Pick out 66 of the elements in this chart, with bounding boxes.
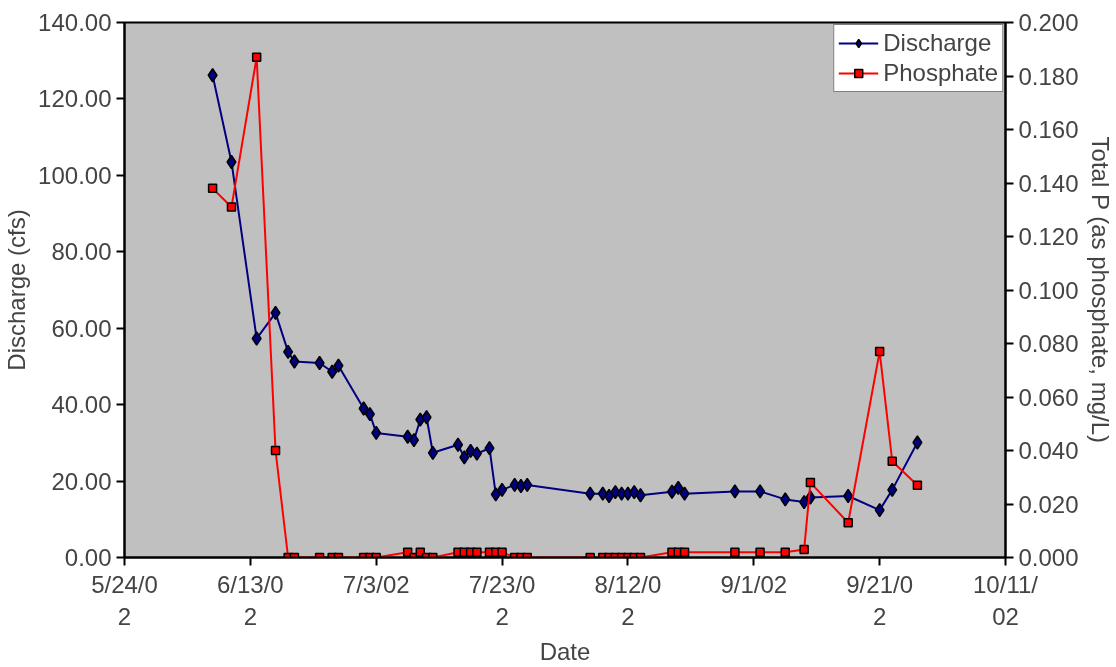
point <box>358 401 369 416</box>
point <box>805 477 816 488</box>
point <box>471 446 482 461</box>
point <box>472 547 482 557</box>
x-axis-title: Date <box>539 637 591 665</box>
y-tick-label: 80.00 <box>51 238 112 266</box>
point <box>496 482 508 498</box>
point <box>729 484 740 499</box>
point <box>421 410 432 425</box>
y-tick-label: 100.00 <box>38 161 112 189</box>
point <box>490 487 501 502</box>
point <box>887 456 897 466</box>
y2-tick-label: 0.000 <box>1018 544 1079 571</box>
point <box>874 346 885 357</box>
point <box>679 547 690 557</box>
x-tick-label: 8/12/02 <box>594 570 662 630</box>
point <box>585 486 596 501</box>
point <box>333 358 344 373</box>
point <box>497 547 507 557</box>
y2-tick-label: 0.160 <box>1018 116 1079 143</box>
y2-tick-label: 0.080 <box>1018 330 1079 357</box>
point <box>459 450 470 465</box>
y-tick-label: 140.00 <box>38 9 112 36</box>
y2-axis-title: Total P (as phosphate, mg/L) <box>1086 136 1114 443</box>
x-tick-label: 9/21/02 <box>846 570 914 630</box>
point <box>912 480 923 491</box>
point <box>452 437 464 453</box>
point <box>799 544 809 555</box>
point <box>679 486 690 501</box>
point <box>251 331 262 346</box>
y-tick-label: 120.00 <box>38 85 112 113</box>
point <box>251 52 262 63</box>
point <box>408 432 420 448</box>
point <box>780 547 790 557</box>
y2-tick-label: 0.020 <box>1018 490 1079 518</box>
y2-tick-label: 0.200 <box>1018 9 1079 36</box>
y-tick-label: 40.00 <box>51 391 112 419</box>
legend-label: Discharge <box>883 29 992 57</box>
y-tick-label: 0.00 <box>64 544 112 571</box>
point <box>207 183 218 194</box>
point <box>755 547 765 557</box>
y2-tick-label: 0.040 <box>1018 437 1079 464</box>
x-tick-label: 5/24/02 <box>91 570 158 630</box>
y2-tick-label: 0.100 <box>1018 276 1079 304</box>
point <box>912 435 923 450</box>
point <box>603 488 615 504</box>
x-tick-label: 10/11/02 <box>973 570 1039 630</box>
y2-tick-label: 0.120 <box>1018 223 1079 250</box>
point <box>270 445 281 456</box>
point <box>289 354 300 369</box>
y2-tick-label: 0.180 <box>1018 62 1079 90</box>
y2-tick-label: 0.140 <box>1018 169 1079 197</box>
point <box>843 517 853 528</box>
legend-label: Phosphate <box>883 59 998 87</box>
point <box>780 492 791 507</box>
x-tick-label: 9/1/02 <box>720 570 788 598</box>
x-tick-label: 7/23/02 <box>468 570 536 630</box>
y2-tick-label: 0.060 <box>1018 383 1079 411</box>
y-tick-label: 60.00 <box>51 314 112 342</box>
y-tick-label: 20.00 <box>51 467 112 495</box>
x-tick-label: 7/3/02 <box>342 570 410 598</box>
y-axis-title: Discharge (cfs) <box>3 209 31 371</box>
point <box>755 484 766 499</box>
point <box>730 547 740 557</box>
point <box>226 202 237 212</box>
x-tick-label: 6/13/02 <box>216 570 284 630</box>
